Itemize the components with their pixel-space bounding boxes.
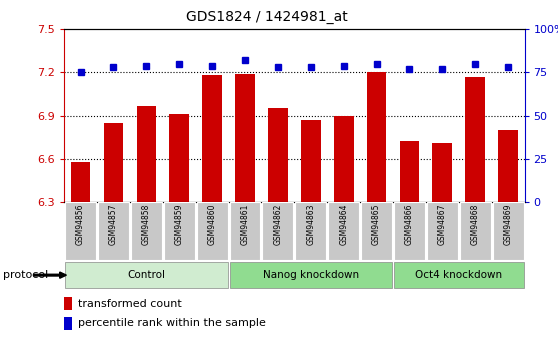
Text: GSM94858: GSM94858 (142, 204, 151, 245)
Bar (235, 74, 255, 202)
Bar (137, 106, 156, 202)
FancyBboxPatch shape (262, 203, 294, 260)
Bar (268, 108, 288, 202)
Bar (432, 143, 452, 202)
Text: GDS1824 / 1424981_at: GDS1824 / 1424981_at (186, 10, 348, 24)
FancyBboxPatch shape (328, 203, 359, 260)
Text: GSM94857: GSM94857 (109, 204, 118, 245)
FancyBboxPatch shape (427, 203, 458, 260)
Bar (301, 120, 321, 202)
Text: GSM94860: GSM94860 (208, 204, 217, 245)
Bar (170, 114, 189, 202)
Bar (71, 161, 90, 202)
Text: Oct4 knockdown: Oct4 knockdown (415, 270, 502, 280)
Text: GSM94863: GSM94863 (306, 204, 315, 245)
Text: GSM94866: GSM94866 (405, 204, 414, 245)
Bar (334, 116, 354, 202)
Text: Nanog knockdown: Nanog knockdown (263, 270, 359, 280)
FancyBboxPatch shape (98, 203, 129, 260)
FancyBboxPatch shape (65, 262, 228, 288)
FancyBboxPatch shape (229, 203, 261, 260)
FancyBboxPatch shape (361, 203, 392, 260)
FancyBboxPatch shape (196, 203, 228, 260)
Text: GSM94867: GSM94867 (438, 204, 447, 245)
Text: percentile rank within the sample: percentile rank within the sample (78, 318, 266, 328)
Bar (498, 130, 518, 202)
Bar (367, 72, 386, 202)
Text: GSM94861: GSM94861 (240, 204, 249, 245)
Text: GSM94865: GSM94865 (372, 204, 381, 245)
Bar (400, 141, 419, 202)
FancyBboxPatch shape (394, 262, 523, 288)
FancyBboxPatch shape (394, 203, 425, 260)
FancyBboxPatch shape (131, 203, 162, 260)
FancyBboxPatch shape (229, 262, 392, 288)
Bar (465, 77, 485, 202)
Text: GSM94864: GSM94864 (339, 204, 348, 245)
Text: GSM94856: GSM94856 (76, 204, 85, 245)
FancyBboxPatch shape (460, 203, 490, 260)
Text: Control: Control (127, 270, 165, 280)
Bar (104, 123, 123, 202)
Text: GSM94869: GSM94869 (503, 204, 513, 245)
Bar (202, 75, 222, 202)
Bar (64, 297, 72, 310)
Bar (64, 317, 72, 330)
FancyBboxPatch shape (493, 203, 523, 260)
Text: transformed count: transformed count (78, 299, 182, 308)
FancyBboxPatch shape (164, 203, 195, 260)
Text: GSM94859: GSM94859 (175, 204, 184, 245)
Text: GSM94868: GSM94868 (471, 204, 480, 245)
FancyBboxPatch shape (295, 203, 326, 260)
Text: protocol: protocol (3, 270, 48, 280)
Text: GSM94862: GSM94862 (273, 204, 282, 245)
FancyBboxPatch shape (65, 203, 96, 260)
